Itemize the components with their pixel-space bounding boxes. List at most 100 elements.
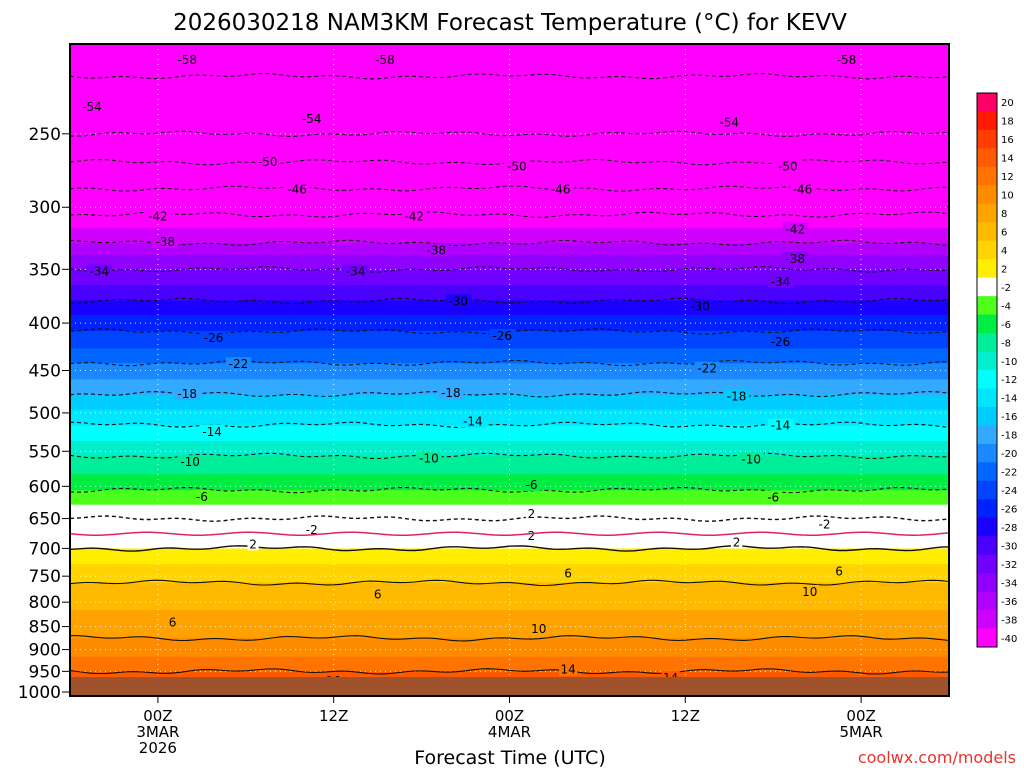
temperature-band <box>70 434 949 437</box>
contour-label: -34 <box>771 275 791 289</box>
temperature-band <box>70 482 949 485</box>
temperature-band <box>70 361 949 364</box>
temperature-band <box>70 484 949 487</box>
temperature-band <box>70 209 949 214</box>
x-tick-label: 00Z <box>495 707 524 725</box>
temperature-band <box>70 308 949 312</box>
temperature-band <box>70 522 949 525</box>
contour-label: -58 <box>177 53 197 67</box>
temperature-band <box>70 542 949 545</box>
temperature-band <box>70 541 949 544</box>
contour-label: -30 <box>448 294 468 308</box>
temperature-band <box>70 616 949 618</box>
temperature-band <box>70 352 949 355</box>
contour-label: -6 <box>196 490 208 504</box>
freezing-level-line <box>70 531 949 536</box>
temperature-band <box>70 653 949 655</box>
temperature-band <box>70 430 949 433</box>
temperature-band <box>70 120 949 125</box>
temperature-band <box>70 280 949 284</box>
colorbar-label: 10 <box>1001 191 1014 202</box>
contour-label-bg <box>247 537 259 551</box>
temperature-band <box>70 641 949 643</box>
contour-label-bg <box>438 386 464 400</box>
temperature-band <box>70 124 949 128</box>
temperature-band <box>70 577 949 579</box>
colorbar-swatch <box>977 166 997 186</box>
colorbar-label: 6 <box>1001 228 1007 239</box>
temperature-band <box>70 661 949 663</box>
temperature-band <box>70 196 949 200</box>
temperature-band <box>70 596 949 598</box>
temperature-band <box>70 617 949 620</box>
contour-label-bg <box>782 251 808 265</box>
contour-line-m10 <box>70 452 949 460</box>
temperature-band <box>70 78 949 83</box>
temperature-band <box>70 590 949 593</box>
contour-label-bg <box>522 477 541 491</box>
contour-label-bg <box>694 361 721 375</box>
temperature-band <box>70 559 949 562</box>
temperature-band <box>70 667 949 670</box>
temperature-band <box>70 325 949 328</box>
contour-label: -50 <box>258 155 278 169</box>
colorbar-swatch <box>977 314 997 334</box>
contour-label: -54 <box>302 112 322 126</box>
contour-label: -6 <box>525 478 537 492</box>
contour-label-bg <box>416 451 442 465</box>
temperature-band <box>70 672 949 674</box>
temperature-band <box>70 394 949 398</box>
colorbar-swatch <box>977 536 997 556</box>
temperature-band <box>70 622 949 625</box>
temperature-band <box>70 425 949 428</box>
contour-label-bg <box>372 52 398 66</box>
temperature-band <box>70 173 949 178</box>
contour-label: -14 <box>463 415 483 429</box>
colorbar-label: -16 <box>1001 412 1017 423</box>
contour-label: -22 <box>229 357 249 371</box>
colorbar-label: -26 <box>1001 505 1017 516</box>
temperature-band <box>70 651 949 653</box>
contour-label: -2 <box>306 523 318 537</box>
temperature-band <box>70 340 949 344</box>
chart-title: 2026030218 NAM3KM Forecast Temperature (… <box>173 10 847 36</box>
colorbar-label: -36 <box>1001 597 1017 608</box>
contour-line-14 <box>70 668 949 675</box>
temperature-band <box>70 551 949 554</box>
temperature-band <box>70 576 949 578</box>
x-tick-label: 00Z <box>846 707 875 725</box>
contour-label: -46 <box>287 182 307 196</box>
contour-label: -38 <box>426 243 446 257</box>
temperature-band <box>70 620 949 623</box>
temperature-band <box>70 619 949 622</box>
contour-label: -22 <box>697 362 717 376</box>
temperature-band <box>70 633 949 635</box>
temperature-band <box>70 302 949 306</box>
contour-label-bg <box>547 182 574 196</box>
y-tick-label: 300 <box>29 198 61 218</box>
temperature-band <box>70 304 949 308</box>
temperature-band <box>70 565 949 567</box>
contour-label-bg <box>687 299 713 313</box>
contour-label: 6 <box>835 564 843 578</box>
temperature-band <box>70 646 949 649</box>
contour-label: -6 <box>767 491 779 505</box>
contour-label: -14 <box>771 419 791 433</box>
temperature-band <box>70 671 949 673</box>
colorbar-swatch <box>977 296 997 315</box>
temperature-band <box>70 260 949 263</box>
contour-label: -42 <box>785 222 805 236</box>
temperature-band <box>70 469 949 472</box>
temperature-band <box>70 645 949 648</box>
temperature-band <box>70 584 949 587</box>
temperature-band <box>70 354 949 357</box>
temperature-band <box>70 375 949 379</box>
colorbar-label: -20 <box>1001 449 1017 460</box>
contour-label: 10 <box>531 622 546 636</box>
temperature-band <box>70 296 949 299</box>
grid-lines <box>70 44 949 696</box>
contour-label-bg <box>767 334 794 348</box>
temperature-band <box>70 314 949 318</box>
temperature-band <box>70 285 949 288</box>
temperature-band <box>70 350 949 353</box>
